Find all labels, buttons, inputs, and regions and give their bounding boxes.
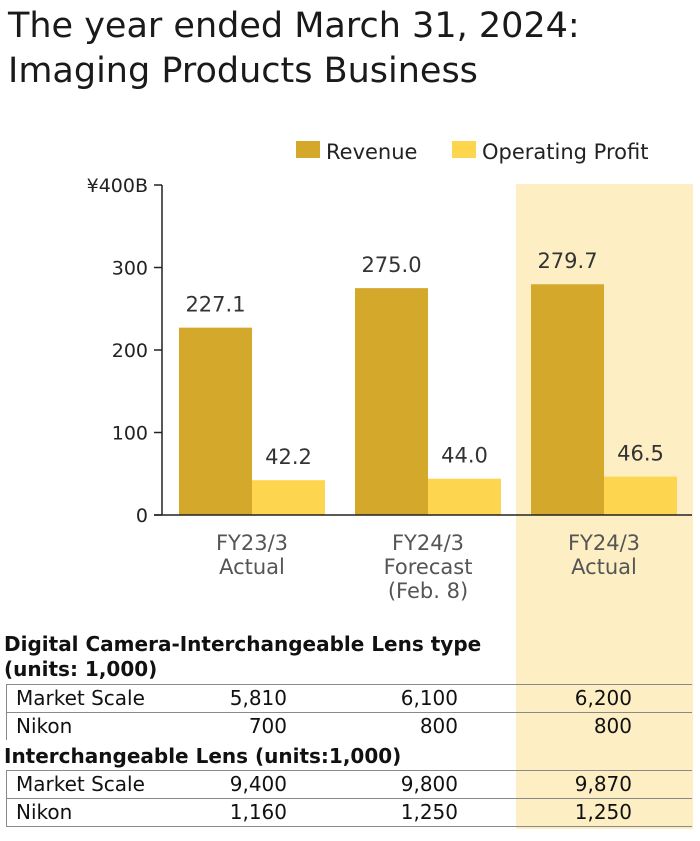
operating-profit-data-label: 42.2 <box>265 445 312 469</box>
x-category-label: Forecast <box>384 555 473 579</box>
operating-profit-data-label: 46.5 <box>617 442 664 466</box>
page-title: The year ended March 31, 2024: Imaging P… <box>8 4 580 94</box>
x-category-label: FY23/3 <box>216 531 288 555</box>
x-category-label: Actual <box>571 555 637 579</box>
operating-profit-bar <box>428 478 501 515</box>
y-tick-label: 0 <box>136 505 148 527</box>
table-row: Market Scale 9,400 9,800 9,870 <box>0 770 692 798</box>
x-category-label: (Feb. 8) <box>388 579 468 603</box>
table-row: Market Scale 5,810 6,100 6,200 <box>0 684 692 712</box>
revenue-bar <box>355 288 428 515</box>
legend-label: Operating Profit <box>482 140 648 164</box>
table-row: Nikon 1,160 1,250 1,250 <box>0 798 692 826</box>
row-label: Nikon <box>16 800 73 824</box>
row-value: 1,160 <box>229 800 287 824</box>
row-divider <box>6 712 692 713</box>
revenue-bar <box>531 284 604 515</box>
row-label: Market Scale <box>16 686 145 710</box>
x-category-label: FY24/3 <box>568 531 640 555</box>
revenue-data-label: 227.1 <box>185 293 245 317</box>
table-section-heading-line: (units: 1,000) <box>4 657 158 681</box>
table-section-heading: Interchangeable Lens (units:1,000) <box>4 744 401 769</box>
legend-swatch <box>452 141 476 158</box>
y-tick-label: ¥400B <box>87 175 148 197</box>
row-value: 9,870 <box>574 772 632 796</box>
row-value: 700 <box>248 714 287 738</box>
revenue-data-label: 275.0 <box>361 253 421 277</box>
row-left-border <box>6 770 7 798</box>
operating-profit-data-label: 44.0 <box>441 444 488 468</box>
row-value: 1,250 <box>400 800 458 824</box>
row-value: 5,810 <box>229 686 287 710</box>
row-divider <box>6 798 692 799</box>
row-value: 6,100 <box>400 686 458 710</box>
row-value: 800 <box>419 714 458 738</box>
operating-profit-bar <box>252 480 325 515</box>
legend-label: Revenue <box>326 140 417 164</box>
row-divider <box>6 770 692 771</box>
table-section-heading-line: Interchangeable Lens (units:1,000) <box>4 744 402 768</box>
operating-profit-bar <box>604 476 677 515</box>
table-row: Nikon 700 800 800 <box>0 712 692 740</box>
row-value: 1,250 <box>574 800 632 824</box>
table-section-heading: Digital Camera-Interchangeable Lens type… <box>4 632 481 682</box>
table-bottom-border <box>6 826 692 827</box>
x-category-label: FY24/3 <box>392 531 464 555</box>
y-tick-label: 300 <box>112 258 148 280</box>
revenue-bar <box>179 327 252 515</box>
revenue-data-label: 279.7 <box>537 249 597 273</box>
row-value: 800 <box>593 714 632 738</box>
bar-chart: ¥400B 300 200 100 0 227.1 275.0 279.7 42.2 44.0 46… <box>87 140 692 603</box>
x-category-label: Actual <box>219 555 285 579</box>
row-value: 9,400 <box>229 772 287 796</box>
title-line-1: The year ended March 31, 2024: <box>8 6 580 46</box>
table-section-heading-line: Digital Camera-Interchangeable Lens type <box>4 632 482 656</box>
row-left-border <box>6 684 7 712</box>
row-left-border <box>6 798 7 826</box>
row-label: Nikon <box>16 714 73 738</box>
y-tick-label: 100 <box>112 423 148 445</box>
row-value: 9,800 <box>400 772 458 796</box>
row-divider <box>6 684 692 685</box>
title-line-2: Imaging Products Business <box>8 51 478 91</box>
row-value: 6,200 <box>574 686 632 710</box>
y-tick-label: 200 <box>112 340 148 362</box>
row-left-border <box>6 712 7 740</box>
row-label: Market Scale <box>16 772 145 796</box>
legend-swatch <box>296 141 320 158</box>
